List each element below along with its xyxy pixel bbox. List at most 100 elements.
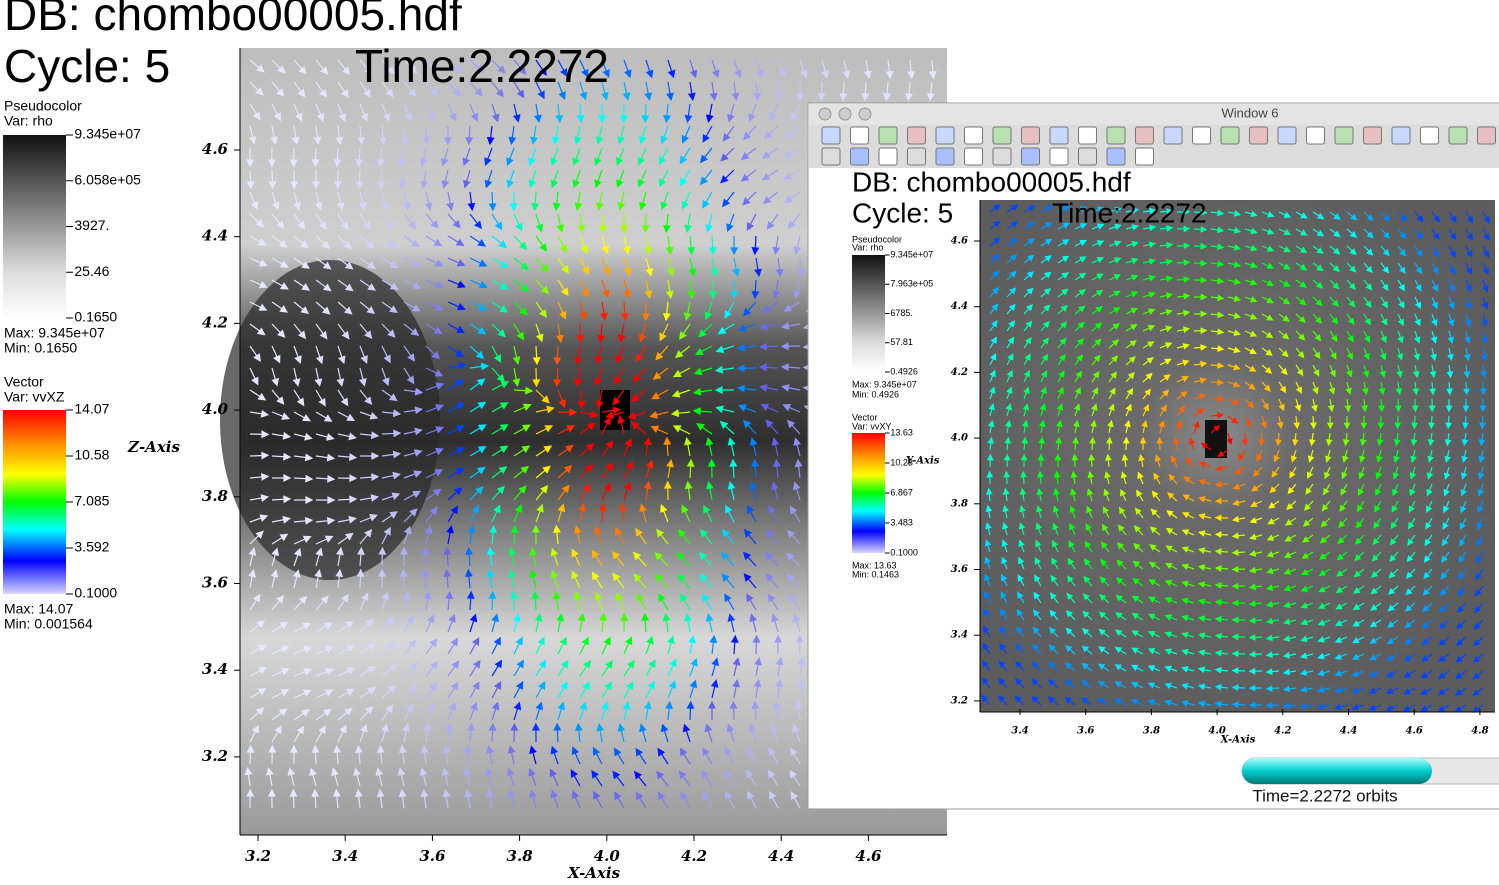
vector-arrow (1210, 379, 1225, 386)
vector-arrow (1231, 633, 1246, 641)
vector-arrow (985, 504, 993, 519)
vector-arrow (1336, 568, 1348, 577)
y-tick-label: 4.6 (951, 236, 968, 247)
vector-arrow (381, 301, 398, 313)
vector-arrow (513, 701, 522, 721)
toolbar-button[interactable] (1306, 126, 1325, 145)
toolbar-button[interactable] (1078, 126, 1097, 145)
vector-arrow (1090, 419, 1097, 434)
toolbar-button[interactable] (821, 126, 841, 145)
toolbar-button[interactable] (1021, 126, 1040, 145)
vector-arrow (381, 704, 394, 721)
legend-max: Max: 9.345e+07 (852, 379, 917, 389)
toolbar-button[interactable] (1391, 126, 1411, 145)
vector-arrow (337, 724, 347, 743)
vector-arrow (745, 769, 757, 787)
vector-arrow (425, 345, 441, 360)
vector-arrow (556, 613, 565, 633)
toolbar-button[interactable] (1135, 126, 1154, 145)
toolbar-button[interactable] (964, 147, 983, 166)
vector-arrow (447, 467, 465, 479)
toolbar-button[interactable] (1420, 126, 1439, 145)
toolbar-button[interactable] (1135, 147, 1154, 166)
vector-arrow (1053, 470, 1061, 485)
toolbar-button[interactable] (850, 147, 869, 166)
vector-arrow (359, 665, 377, 677)
toolbar-button[interactable] (1106, 147, 1126, 166)
vector-arrow (1159, 404, 1167, 417)
toolbar-button[interactable] (821, 147, 841, 166)
vector-arrow (1137, 471, 1144, 485)
vector-arrow (1261, 330, 1274, 339)
toolbar-button[interactable] (1163, 126, 1183, 145)
vector-arrow (337, 323, 350, 340)
vector-arrow (981, 694, 991, 706)
vector-arrow (555, 323, 564, 344)
toolbar-button[interactable] (935, 126, 955, 145)
zoom-button[interactable] (858, 107, 872, 121)
toolbar-button[interactable] (1334, 126, 1354, 145)
toolbar-button[interactable] (1249, 126, 1268, 145)
close-button[interactable] (818, 107, 832, 121)
vector-arrow (715, 345, 735, 354)
vector-arrow (1324, 466, 1331, 480)
vector-arrow (615, 592, 625, 611)
vector-arrow (821, 59, 829, 79)
vector-arrow (292, 569, 301, 589)
vector-arrow (989, 319, 998, 332)
toolbar-button[interactable] (1220, 126, 1240, 145)
vector-arrow (403, 301, 421, 312)
vector-arrow (447, 402, 465, 413)
vector-arrow (1057, 386, 1064, 400)
legend-min: Min: 0.4926 (852, 389, 899, 399)
toolbar-button[interactable] (878, 126, 898, 145)
toolbar-button[interactable] (850, 126, 869, 145)
toolbar-button[interactable] (935, 147, 955, 166)
toolbar-button[interactable] (1078, 147, 1097, 166)
toolbar-button[interactable] (992, 147, 1012, 166)
vector-arrow (1326, 415, 1334, 430)
vector-arrow (1197, 666, 1212, 674)
vector-arrow (707, 458, 716, 479)
toolbar-button[interactable] (1192, 126, 1211, 145)
vector-arrow (1300, 635, 1314, 643)
toolbar-button[interactable] (878, 147, 898, 166)
vector-arrow (1134, 507, 1144, 519)
toolbar-button[interactable] (907, 147, 926, 166)
vector-arrow (1342, 432, 1350, 447)
vector-arrow (1482, 262, 1489, 276)
vector-arrow (271, 452, 292, 461)
vector-arrow (1108, 323, 1120, 332)
vector-arrow (1049, 609, 1059, 621)
vector-arrow (1057, 206, 1071, 213)
x-tick-label: 4.0 (594, 847, 621, 865)
toolbar-button[interactable] (1448, 126, 1468, 145)
toolbar-button[interactable] (1477, 126, 1496, 145)
vector-arrow (746, 746, 757, 765)
toolbar-button[interactable] (1277, 126, 1297, 145)
toolbar-button[interactable] (1049, 126, 1069, 145)
toolbar-button[interactable] (1049, 147, 1069, 166)
toolbar-button[interactable] (1363, 126, 1382, 145)
vector-arrow (315, 257, 332, 270)
vector-arrow (376, 147, 385, 168)
vector-arrow (293, 689, 312, 699)
vector-arrow (740, 169, 757, 182)
vector-arrow (1346, 211, 1358, 221)
minimize-button[interactable] (838, 107, 852, 121)
toolbar-button[interactable] (992, 126, 1012, 145)
vector-arrow (1131, 630, 1144, 638)
toolbar-button[interactable] (1021, 147, 1040, 166)
vector-arrow (1389, 551, 1399, 563)
toolbar-button[interactable] (907, 126, 926, 145)
vector-arrow (617, 323, 626, 343)
toolbar-button[interactable] (1106, 126, 1126, 145)
vector-arrow (1248, 600, 1263, 608)
vector-arrow (1102, 506, 1110, 519)
toolbar-button[interactable] (964, 126, 983, 145)
vector-arrow (508, 568, 516, 589)
vector-arrow (985, 487, 993, 502)
vector-arrow (1463, 364, 1471, 379)
vector-arrow (749, 481, 758, 501)
vector-arrow (1217, 449, 1229, 457)
